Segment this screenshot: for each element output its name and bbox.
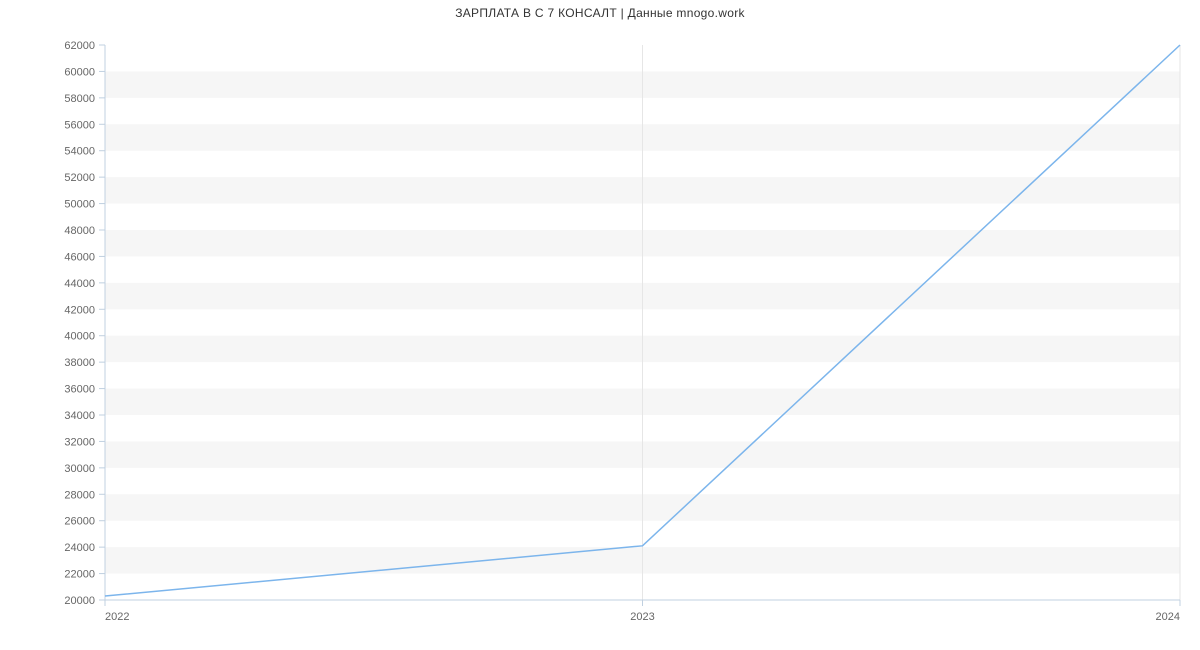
y-tick-label: 50000	[64, 199, 95, 211]
y-tick-label: 20000	[64, 595, 95, 607]
y-tick-label: 60000	[64, 66, 95, 78]
y-tick-label: 44000	[64, 278, 95, 290]
y-tick-label: 62000	[64, 40, 95, 52]
chart-title: ЗАРПЛАТА В С 7 КОНСАЛТ | Данные mnogo.wo…	[0, 6, 1200, 20]
x-tick-label: 2023	[630, 611, 654, 623]
y-tick-label: 46000	[64, 251, 95, 263]
y-tick-label: 56000	[64, 119, 95, 131]
salary-line-chart: ЗАРПЛАТА В С 7 КОНСАЛТ | Данные mnogo.wo…	[0, 0, 1200, 650]
y-tick-label: 24000	[64, 542, 95, 554]
y-tick-label: 22000	[64, 569, 95, 581]
y-tick-label: 40000	[64, 331, 95, 343]
y-tick-label: 42000	[64, 304, 95, 316]
y-tick-label: 30000	[64, 463, 95, 475]
y-tick-label: 54000	[64, 146, 95, 158]
x-tick-label: 2022	[105, 611, 129, 623]
y-tick-label: 26000	[64, 516, 95, 528]
y-tick-label: 28000	[64, 489, 95, 501]
y-tick-label: 38000	[64, 357, 95, 369]
chart-svg: 20000 22000 24000 26000 28000 30000 32000 34000…	[0, 0, 1200, 650]
y-tick-label: 32000	[64, 436, 95, 448]
y-tick-label: 52000	[64, 172, 95, 184]
y-tick-label: 34000	[64, 410, 95, 422]
x-tick-label: 2024	[1156, 611, 1180, 623]
y-tick-label: 36000	[64, 384, 95, 396]
y-tick-label: 58000	[64, 93, 95, 105]
y-tick-label: 48000	[64, 225, 95, 237]
